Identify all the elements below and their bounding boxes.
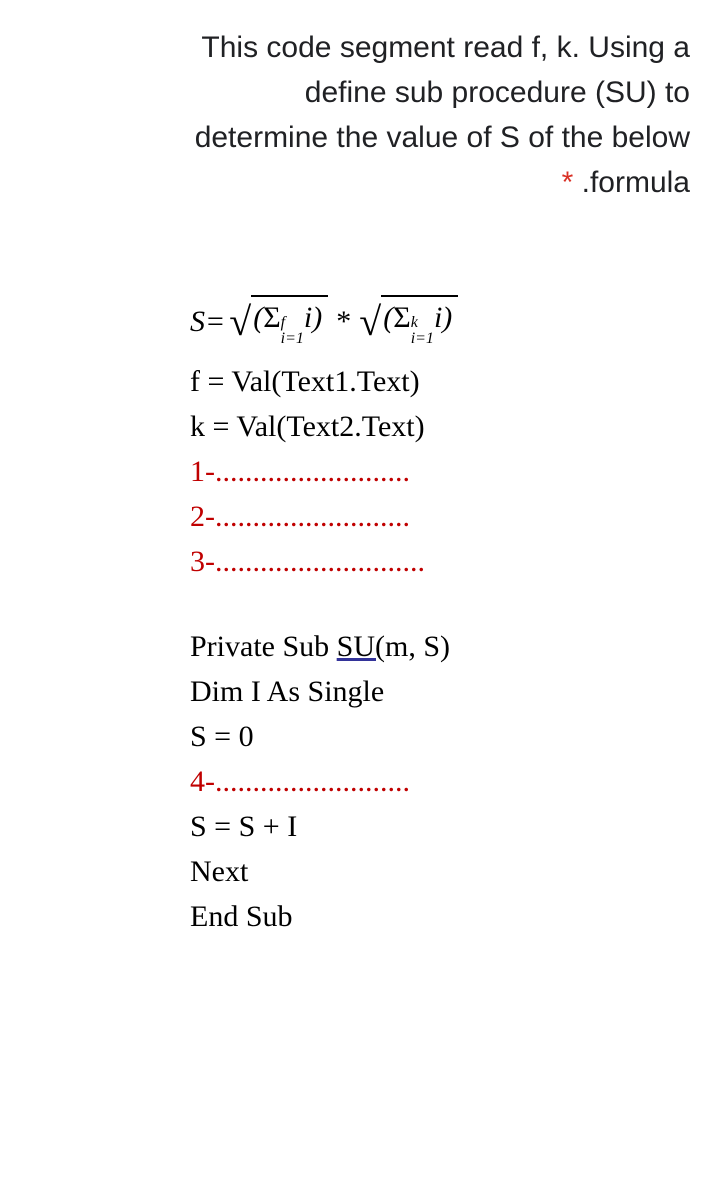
multiply-star: * — [336, 305, 351, 339]
question-line-2: define sub procedure (SU) to — [305, 76, 690, 109]
sigma1-lower: i=1 — [281, 331, 304, 347]
paren-close-1: ) — [312, 301, 322, 335]
sqrt-term-2: √ (Σki=1 i) — [359, 295, 458, 349]
question-line-3: determine the value of S of the below — [195, 121, 690, 154]
sub-header-pre: Private Sub — [190, 630, 337, 663]
question-line-4: .formula — [573, 166, 690, 199]
required-asterisk: * — [562, 166, 574, 199]
code-line-f: f = Val(Text1.Text) — [190, 359, 695, 404]
blank-2: 2-.......................... — [190, 494, 695, 539]
sqrt-body-1: (Σfi=1 i) — [251, 295, 328, 349]
content-block: S= √ (Σfi=1 i) * √ (Σki=1 i) f = Val(Tex… — [20, 295, 695, 939]
sigma1-upper: f — [281, 315, 304, 331]
question-line-1: This code segment read f, k. Using a — [201, 31, 690, 64]
code-line-dim: Dim I As Single — [190, 669, 695, 714]
paren-open-1: ( — [253, 301, 263, 335]
sigma1-var: i — [304, 301, 312, 335]
s-label: S= — [190, 305, 225, 339]
formula-line: S= √ (Σfi=1 i) * √ (Σki=1 i) — [190, 295, 695, 349]
blank-1: 1-.......................... — [190, 449, 695, 494]
question-text: This code segment read f, k. Using a def… — [20, 25, 695, 205]
blank-3: 3-............................ — [190, 539, 695, 584]
code-line-next: Next — [190, 849, 695, 894]
blank-4: 4-.......................... — [190, 759, 695, 804]
sub-header: Private Sub SU(m, S) — [190, 624, 695, 669]
paren-close-2: ) — [442, 301, 452, 335]
paren-open-2: ( — [383, 301, 393, 335]
sigma2-upper: k — [411, 315, 434, 331]
sigma-1: Σ — [263, 301, 280, 335]
code-line-k: k = Val(Text2.Text) — [190, 404, 695, 449]
sigma2-lower: i=1 — [411, 331, 434, 347]
code-line-end-sub: End Sub — [190, 894, 695, 939]
sub-header-post: m, S) — [385, 630, 450, 663]
sub-header-mid: SU( — [337, 630, 385, 663]
sqrt-body-2: (Σki=1 i) — [381, 295, 458, 349]
code-line-s-zero: S = 0 — [190, 714, 695, 759]
sigma-2: Σ — [393, 301, 410, 335]
sqrt-term-1: √ (Σfi=1 i) — [229, 295, 328, 349]
code-line-s-inc: S = S + I — [190, 804, 695, 849]
sqrt-sign-2: √ — [359, 302, 381, 342]
sqrt-sign-1: √ — [229, 302, 251, 342]
